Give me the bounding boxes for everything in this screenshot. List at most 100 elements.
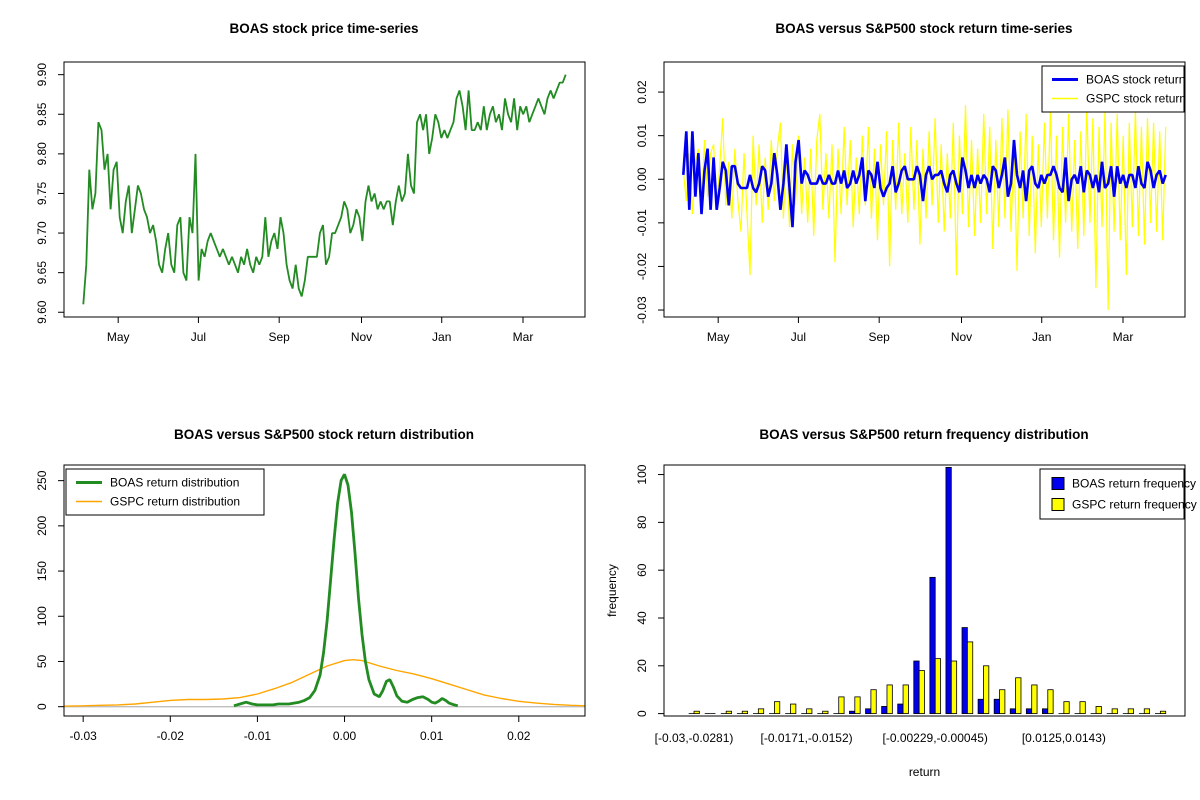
legend-box-swatch [1051, 498, 1065, 511]
series-boas-stock-price [82, 74, 567, 305]
bar-boas-return-frequency [945, 466, 952, 715]
bar-gspc-return-frequency [870, 689, 877, 715]
chart-return-distribution: 0 50 100 150 200 250 -0.03 -0.02 -0.01 0.00 0.01 0.… [35, 464, 586, 743]
x-tick-label: 0.02 [507, 729, 531, 743]
y-tick-label: 100 [635, 464, 649, 484]
series-boas-stock-return [682, 131, 1167, 228]
bar-gspc-return-frequency [822, 710, 829, 715]
x-axis: May Jul Sep Nov Jan Mar [707, 317, 1133, 344]
bar-gspc-return-frequency [966, 641, 974, 715]
bar-gspc-return-frequency [757, 708, 765, 715]
y-tick-label: 40 [635, 611, 649, 625]
bar-boas-return-frequency [993, 698, 1000, 715]
x-tick-label: May [107, 330, 130, 344]
bar-gspc-return-frequency [741, 710, 749, 715]
legend: BOAS return distribution GSPC return dist… [65, 468, 265, 516]
bar-gspc-return-frequency [886, 684, 893, 715]
series-gspc-stock-return [682, 105, 1167, 311]
bar-gspc-return-frequency [790, 703, 797, 715]
legend-label: GSPC stock return [1086, 92, 1186, 106]
bar-gspc-return-frequency [1063, 701, 1070, 715]
bar-boas-return-frequency [977, 698, 984, 715]
bar-boas-return-frequency [913, 660, 920, 715]
legend-label: BOAS return frequency [1072, 477, 1196, 491]
x-tick-label: -0.03 [69, 729, 97, 743]
bar-gspc-return-frequency [1111, 708, 1118, 715]
bar-gspc-return-frequency [902, 684, 909, 715]
y-tick-label: 60 [635, 563, 649, 577]
category-label: [-0.03,-0.0281) [655, 731, 734, 745]
chart-price-timeseries: 9.60 9.65 9.70 9.75 9.80 9.85 9.90 May Jul Sep Nov… [35, 61, 586, 344]
legend-label: GSPC return distribution [110, 495, 240, 509]
plot-border [663, 61, 1186, 318]
legend-label: GSPC return frequency [1072, 498, 1197, 512]
x-tick-label: Jul [191, 330, 206, 344]
bar-gspc-return-frequency [725, 710, 732, 715]
y-tick-label: 0.02 [635, 80, 649, 104]
bar-gspc-return-frequency [1095, 706, 1102, 715]
bar-gspc-return-frequency [806, 708, 813, 715]
legend-box [65, 468, 265, 516]
panel-price-timeseries: BOAS stock price time-series 9.60 9.65 9.7… [0, 0, 600, 400]
y-axis-label: frequency [605, 564, 619, 617]
bar-gspc-return-frequency [934, 658, 941, 715]
x-tick-label: May [707, 330, 730, 344]
y-tick-label: 50 [35, 654, 49, 668]
bar-gspc-return-frequency [1127, 708, 1134, 715]
x-tick-label: 0.01 [420, 729, 444, 743]
panel-return-timeseries: BOAS versus S&P500 stock return time-ser… [600, 0, 1200, 400]
plot-border [63, 464, 586, 717]
bar-gspc-return-frequency [918, 670, 925, 715]
x-axis-label: return [909, 765, 940, 779]
y-tick-label: 100 [35, 606, 49, 626]
y-tick-label: -0.01 [635, 209, 649, 237]
x-tick-label: Jul [791, 330, 806, 344]
chart-return-timeseries: -0.03 -0.02 -0.01 0.00 0.01 0.02 May Jul Sep Nov J… [635, 61, 1186, 344]
x-tick-label: -0.02 [157, 729, 185, 743]
y-axis: 9.60 9.65 9.70 9.75 9.80 9.85 9.90 [35, 63, 64, 324]
bar-gspc-return-frequency [774, 701, 781, 715]
x-tick-label: Mar [513, 330, 534, 344]
x-tick-label: Sep [268, 330, 290, 344]
y-tick-label: 0.00 [635, 167, 649, 191]
legend-box [1041, 65, 1185, 113]
x-axis: -0.03 -0.02 -0.01 0.00 0.01 0.02 [69, 716, 531, 743]
x-tick-label: Nov [351, 330, 372, 344]
bar-boas-return-frequency [865, 708, 872, 715]
y-tick-label: -0.03 [635, 296, 649, 324]
bar-boas-return-frequency [1009, 708, 1017, 715]
bar-gspc-return-frequency [838, 696, 845, 715]
y-tick-label: 0.01 [635, 124, 649, 148]
bar-gspc-return-frequency [1143, 708, 1151, 715]
y-axis: 0 20 40 60 80 100 [635, 464, 664, 717]
bar-gspc-return-frequency [999, 689, 1006, 715]
bar-gspc-return-frequency [1031, 684, 1038, 715]
y-tick-label: 250 [35, 470, 49, 490]
legend-label: BOAS return distribution [110, 476, 239, 490]
bar-boas-return-frequency [961, 627, 968, 715]
bar-boas-return-frequency [929, 576, 936, 715]
legend: BOAS return frequency GSPC return frequen… [1039, 468, 1197, 520]
y-tick-label: 9.90 [35, 63, 49, 87]
y-tick-label: 0 [35, 703, 49, 710]
x-tick-label: -0.01 [244, 729, 272, 743]
legend: BOAS stock return GSPC stock return [1041, 65, 1186, 113]
bar-boas-return-frequency [881, 706, 888, 715]
bar-gspc-return-frequency [1159, 710, 1167, 715]
y-tick-label: 200 [35, 516, 49, 536]
plot-border [63, 61, 586, 318]
bar-gspc-return-frequency [983, 665, 990, 715]
category-label: [-0.00229,-0.00045) [883, 731, 988, 745]
x-tick-label: Sep [868, 330, 890, 344]
y-tick-label: 9.70 [35, 221, 49, 245]
x-axis: [-0.03,-0.0281) [-0.0171,-0.0152) [-0.0022… [655, 731, 1106, 745]
bars [688, 466, 1167, 715]
bar-gspc-return-frequency [854, 696, 861, 715]
y-tick-label: 150 [35, 561, 49, 581]
y-tick-label: -0.02 [635, 252, 649, 280]
category-label: [-0.0171,-0.0152) [761, 731, 853, 745]
panel-return-distribution: BOAS versus S&P500 stock return distribu… [0, 400, 600, 800]
bar-gspc-return-frequency [1015, 677, 1022, 715]
